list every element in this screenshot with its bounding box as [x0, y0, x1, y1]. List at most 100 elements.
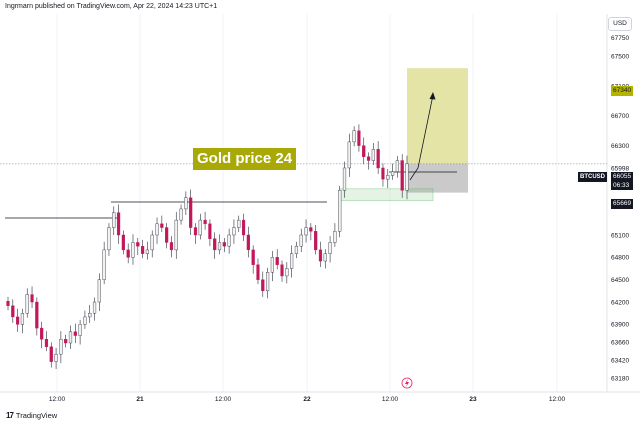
candle-body [54, 353, 58, 362]
candle-body [169, 242, 174, 251]
candle-body [280, 264, 284, 277]
stop-zone [407, 163, 468, 193]
candle-body [251, 249, 255, 265]
candle-body [318, 249, 323, 262]
candle-body [165, 227, 169, 243]
price-tick-label: 65998 [611, 165, 629, 172]
time-tick-label: 21 [136, 396, 144, 403]
candle-body [35, 301, 39, 329]
candle-body [405, 163, 409, 191]
brand-name: TradingView [15, 411, 58, 420]
candle-body [184, 197, 188, 210]
candle-body [131, 242, 135, 258]
horizontal-levels [5, 171, 457, 219]
candle-body [102, 249, 106, 280]
candle-body [270, 257, 274, 273]
candle-body [232, 227, 236, 236]
candle-body [395, 160, 399, 172]
price-tick-label: 67500 [611, 54, 629, 61]
candle-body [112, 212, 116, 228]
candle-body [227, 234, 231, 247]
time-tick-label: 12:00 [382, 396, 399, 403]
current-price-value: 66055 [613, 173, 632, 180]
level-price-tag: 65669 [611, 199, 634, 209]
candle-body [136, 242, 140, 247]
candle-body [174, 219, 178, 251]
candle-body [241, 219, 246, 236]
candle-body [11, 305, 15, 318]
candle-body [352, 130, 356, 143]
candle-body [314, 231, 318, 251]
footer[interactable]: 17 TradingView [6, 411, 57, 420]
candle-body [304, 227, 308, 236]
price-tick-label: 63420 [611, 357, 629, 364]
candle-body [357, 130, 361, 146]
candle-body [237, 219, 241, 228]
candle-body [25, 294, 29, 314]
current-price-tag: 66055 06:33 [611, 172, 634, 190]
candle-body [59, 339, 63, 355]
price-tick-label: 67750 [611, 35, 629, 42]
candle-body [64, 339, 68, 344]
target-zone [407, 68, 468, 164]
candle-body [141, 245, 145, 254]
candle-body [299, 234, 303, 247]
candle-body [362, 145, 366, 157]
candle-body [44, 339, 49, 347]
candle-body [121, 234, 125, 251]
candle-body [155, 223, 159, 236]
candle-body [222, 242, 226, 247]
lightning-bolt-glyph [405, 379, 409, 387]
candle-body [92, 301, 97, 314]
candle-body [366, 156, 371, 161]
time-tick-label: 22 [303, 396, 311, 403]
candle-body [256, 264, 260, 280]
candle-body [6, 301, 10, 306]
candle-body [323, 253, 327, 262]
candle-body [376, 149, 380, 169]
candle-body [390, 171, 395, 176]
candle-body [160, 223, 164, 228]
candle-body [400, 160, 404, 191]
countdown-value: 06:33 [613, 182, 630, 189]
candle-body [246, 234, 250, 251]
candle-body [107, 227, 111, 251]
candle-body [371, 149, 375, 161]
price-tick-label: 66700 [611, 113, 629, 120]
candle-body [83, 316, 87, 325]
target-price-tag: 67340 [611, 86, 634, 96]
time-tick-label: 23 [469, 396, 477, 403]
projection-arrowhead [429, 92, 436, 100]
candle-body [150, 234, 154, 251]
time-tick-label: 12:00 [549, 396, 566, 403]
candle-body [16, 316, 20, 325]
price-axis-ticks: 6800067750675006710066700663006599865500… [611, 16, 629, 382]
time-tick-label: 12:00 [49, 396, 66, 403]
projection-arrow [409, 94, 434, 181]
price-tick-label: 63900 [611, 322, 629, 329]
candle-body [40, 327, 44, 340]
candle-body [338, 190, 342, 232]
grid [56, 14, 558, 392]
price-tick-label: 64500 [611, 277, 629, 284]
candle-body [208, 223, 212, 239]
candle-body [73, 331, 77, 336]
candle-body [290, 253, 294, 269]
tradingview-logo-icon: 17 [6, 411, 14, 420]
candle-body [386, 175, 390, 180]
candle-body [265, 272, 270, 292]
price-tick-label: 63660 [611, 340, 629, 347]
gold-price-annotation[interactable]: Gold price 24 [193, 148, 297, 170]
candle-body [116, 212, 121, 236]
candle-body [78, 324, 82, 336]
candle-body [347, 141, 351, 169]
candle-body [189, 197, 193, 228]
candle-body [203, 219, 207, 225]
candle-body [381, 167, 385, 180]
currency-button[interactable]: USD [608, 17, 632, 31]
candle-body [97, 279, 101, 303]
candle-body [285, 268, 289, 277]
candle-body [30, 294, 34, 303]
candle-body [309, 227, 313, 232]
